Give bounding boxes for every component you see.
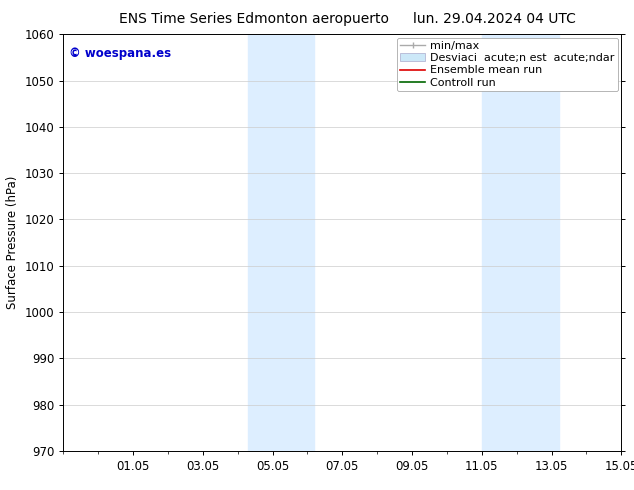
Text: ENS Time Series Edmonton aeropuerto: ENS Time Series Edmonton aeropuerto [119,12,389,26]
Legend: min/max, Desviaci  acute;n est  acute;ndar, Ensemble mean run, Controll run: min/max, Desviaci acute;n est acute;ndar… [397,38,618,91]
Y-axis label: Surface Pressure (hPa): Surface Pressure (hPa) [6,176,19,309]
Text: © woespana.es: © woespana.es [69,47,171,60]
Text: lun. 29.04.2024 04 UTC: lun. 29.04.2024 04 UTC [413,12,576,26]
Bar [248,34,314,451]
Bar [482,34,559,451]
